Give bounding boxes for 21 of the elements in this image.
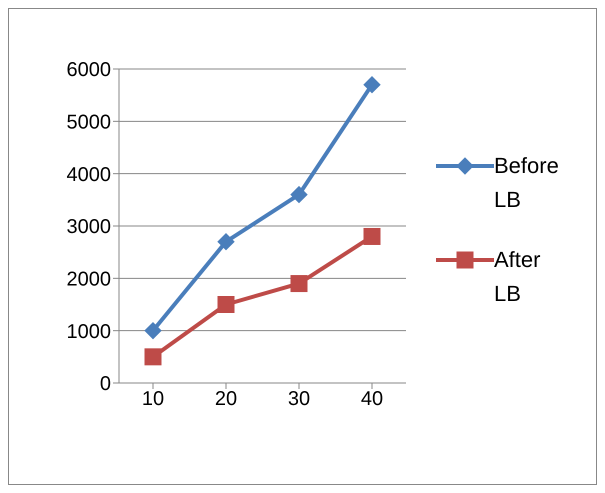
y-tick-label: 0 <box>100 373 111 396</box>
x-tick-label: 30 <box>288 388 310 410</box>
y-tick-label: 5000 <box>66 111 111 134</box>
point <box>290 275 308 292</box>
y-tick-label: 6000 <box>66 59 111 82</box>
point <box>218 296 234 313</box>
y-tick-label: 2000 <box>66 268 111 290</box>
y-tick-label: 4000 <box>66 164 111 186</box>
y-tick-label: 3000 <box>66 216 111 238</box>
point <box>218 233 234 250</box>
x-tick-label: 20 <box>214 388 238 410</box>
point <box>144 322 162 340</box>
y-tick-label: 1000 <box>66 320 111 343</box>
x-tick-label: 40 <box>360 388 384 410</box>
point <box>364 76 380 94</box>
point <box>290 186 308 204</box>
legend-label: After LB <box>494 246 542 308</box>
point <box>364 228 380 245</box>
point <box>144 348 162 366</box>
x-tick-label: 10 <box>142 388 164 410</box>
legend-label: Before LB <box>494 152 560 214</box>
